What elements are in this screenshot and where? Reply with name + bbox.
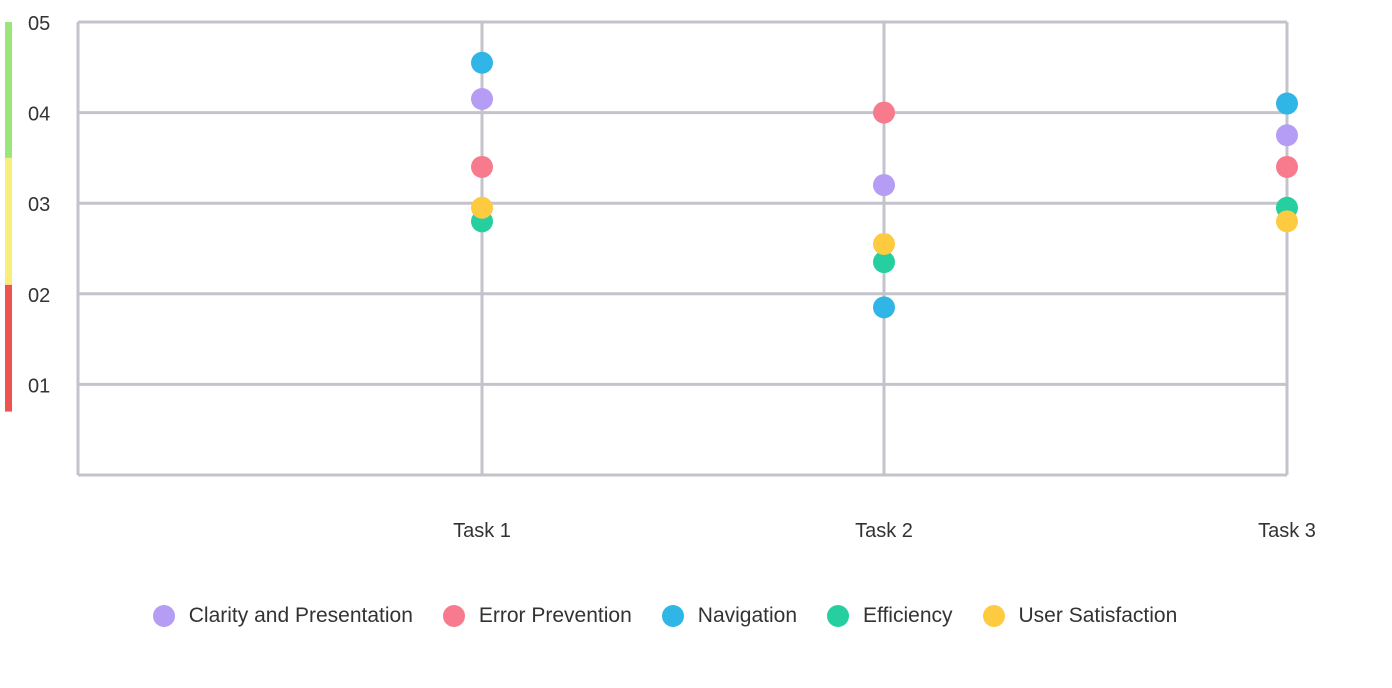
y-tick-label: 03 [28, 194, 50, 216]
data-point[interactable] [873, 174, 895, 197]
legend-label: Error Prevention [478, 604, 632, 627]
y-tick-label: 01 [28, 375, 50, 397]
data-point[interactable] [1276, 124, 1298, 147]
legend-swatch [661, 605, 684, 627]
legend-item[interactable]: Efficiency [827, 604, 953, 628]
grid-lines [76, 20, 1289, 477]
x-axis-ticks: Task 1 Task 2 Task 3 [453, 520, 1316, 542]
legend-label: Efficiency [863, 604, 953, 627]
threshold-bands [5, 22, 12, 412]
legend-swatch [827, 605, 850, 627]
data-point[interactable] [471, 155, 493, 178]
data-point[interactable] [873, 101, 895, 124]
legend-label: User Satisfaction [1018, 604, 1178, 627]
data-point[interactable] [471, 88, 493, 111]
legend: Clarity and Presentation Error Prevention… [0, 596, 1330, 636]
y-axis-ticks: 01 02 03 04 05 [28, 13, 50, 397]
threshold-band-2 [5, 157, 12, 285]
threshold-band-3 [5, 22, 12, 158]
legend-label: Clarity and Presentation [188, 604, 413, 627]
data-point[interactable] [1276, 155, 1298, 178]
y-tick-label: 04 [28, 104, 50, 126]
legend-label: Navigation [697, 604, 798, 627]
x-tick-label: Task 2 [855, 520, 913, 542]
legend-item[interactable]: User Satisfaction [982, 604, 1178, 628]
legend-swatch [442, 605, 465, 627]
legend-item[interactable]: Navigation [661, 604, 798, 628]
x-tick-label: Task 3 [1258, 520, 1316, 542]
data-point[interactable] [471, 196, 493, 219]
data-point[interactable] [873, 296, 895, 319]
data-point[interactable] [471, 51, 493, 74]
data-point[interactable] [873, 232, 895, 255]
data-point[interactable] [1276, 92, 1298, 115]
legend-swatch [152, 605, 175, 627]
legend-item[interactable]: Clarity and Presentation [152, 604, 413, 628]
legend-item[interactable]: Error Prevention [442, 604, 632, 628]
y-tick-label: 05 [28, 13, 50, 35]
legend-swatch [982, 605, 1005, 627]
data-point[interactable] [1276, 210, 1298, 233]
x-tick-label: Task 1 [453, 520, 511, 542]
y-tick-label: 02 [28, 285, 50, 307]
data-points [471, 51, 1298, 319]
data-point[interactable] [873, 251, 895, 274]
threshold-band-1 [5, 284, 12, 412]
